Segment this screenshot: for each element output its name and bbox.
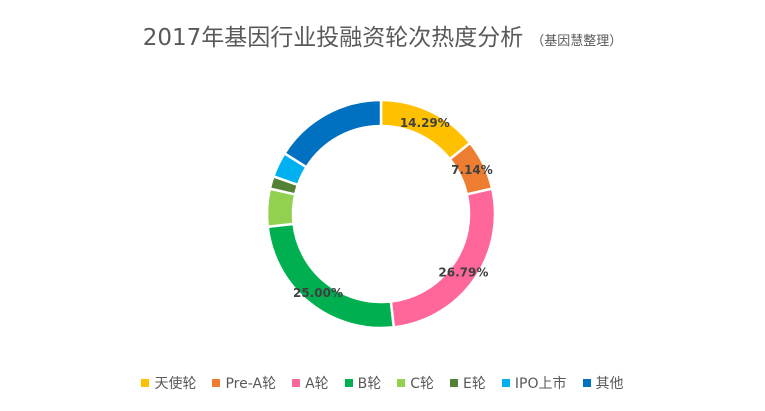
- legend-swatch: [397, 379, 406, 387]
- legend-swatch: [582, 379, 591, 387]
- donut-slice-4: [266, 222, 396, 330]
- chart-legend: 天使轮 Pre-A轮 A轮 B轮 C轮 E轮 IPO上市 其他: [0, 373, 765, 393]
- legend-item-7: IPO上市: [501, 373, 567, 393]
- legend-swatch: [212, 379, 221, 387]
- legend-label: B轮: [357, 376, 382, 392]
- legend-item-6: E轮: [450, 373, 486, 393]
- legend-label: IPO上市: [514, 376, 567, 392]
- legend-item-8: 其他: [582, 373, 624, 393]
- legend-label: C轮: [410, 376, 435, 392]
- donut-slice-8: [282, 98, 383, 169]
- legend-label: Pre-A轮: [225, 376, 277, 392]
- legend-swatch: [292, 379, 301, 387]
- legend-item-5: C轮: [397, 373, 434, 393]
- legend-swatch: [501, 379, 510, 387]
- legend-swatch: [141, 379, 150, 387]
- legend-label: A轮: [305, 376, 329, 392]
- chart-title: 2017年基因行业投融资轮次热度分析: [142, 25, 524, 51]
- legend-item-3: A轮: [292, 373, 329, 393]
- data-label-2: 7.14%: [451, 163, 493, 177]
- legend-item-2: Pre-A轮: [212, 373, 276, 393]
- donut-data-labels: 14.29% 7.14% 26.79% 25.00%: [293, 116, 493, 300]
- chart-subtitle: （基因慧整理）: [531, 34, 623, 49]
- data-label-1: 14.29%: [400, 116, 450, 130]
- legend-swatch: [344, 379, 353, 387]
- legend-item-1: 天使轮: [141, 373, 196, 393]
- legend-label: 天使轮: [154, 376, 197, 392]
- legend-label: 其他: [595, 376, 624, 392]
- legend-item-4: B轮: [344, 373, 382, 393]
- legend-swatch: [450, 379, 459, 387]
- data-label-3: 26.79%: [438, 265, 488, 279]
- data-label-4: 25.00%: [293, 286, 343, 300]
- donut-slice-3: [389, 187, 497, 329]
- legend-label: E轮: [463, 376, 486, 392]
- chart-title-row: 2017年基因行业投融资轮次热度分析 （基因慧整理）: [0, 18, 765, 52]
- donut-slices: [265, 98, 497, 330]
